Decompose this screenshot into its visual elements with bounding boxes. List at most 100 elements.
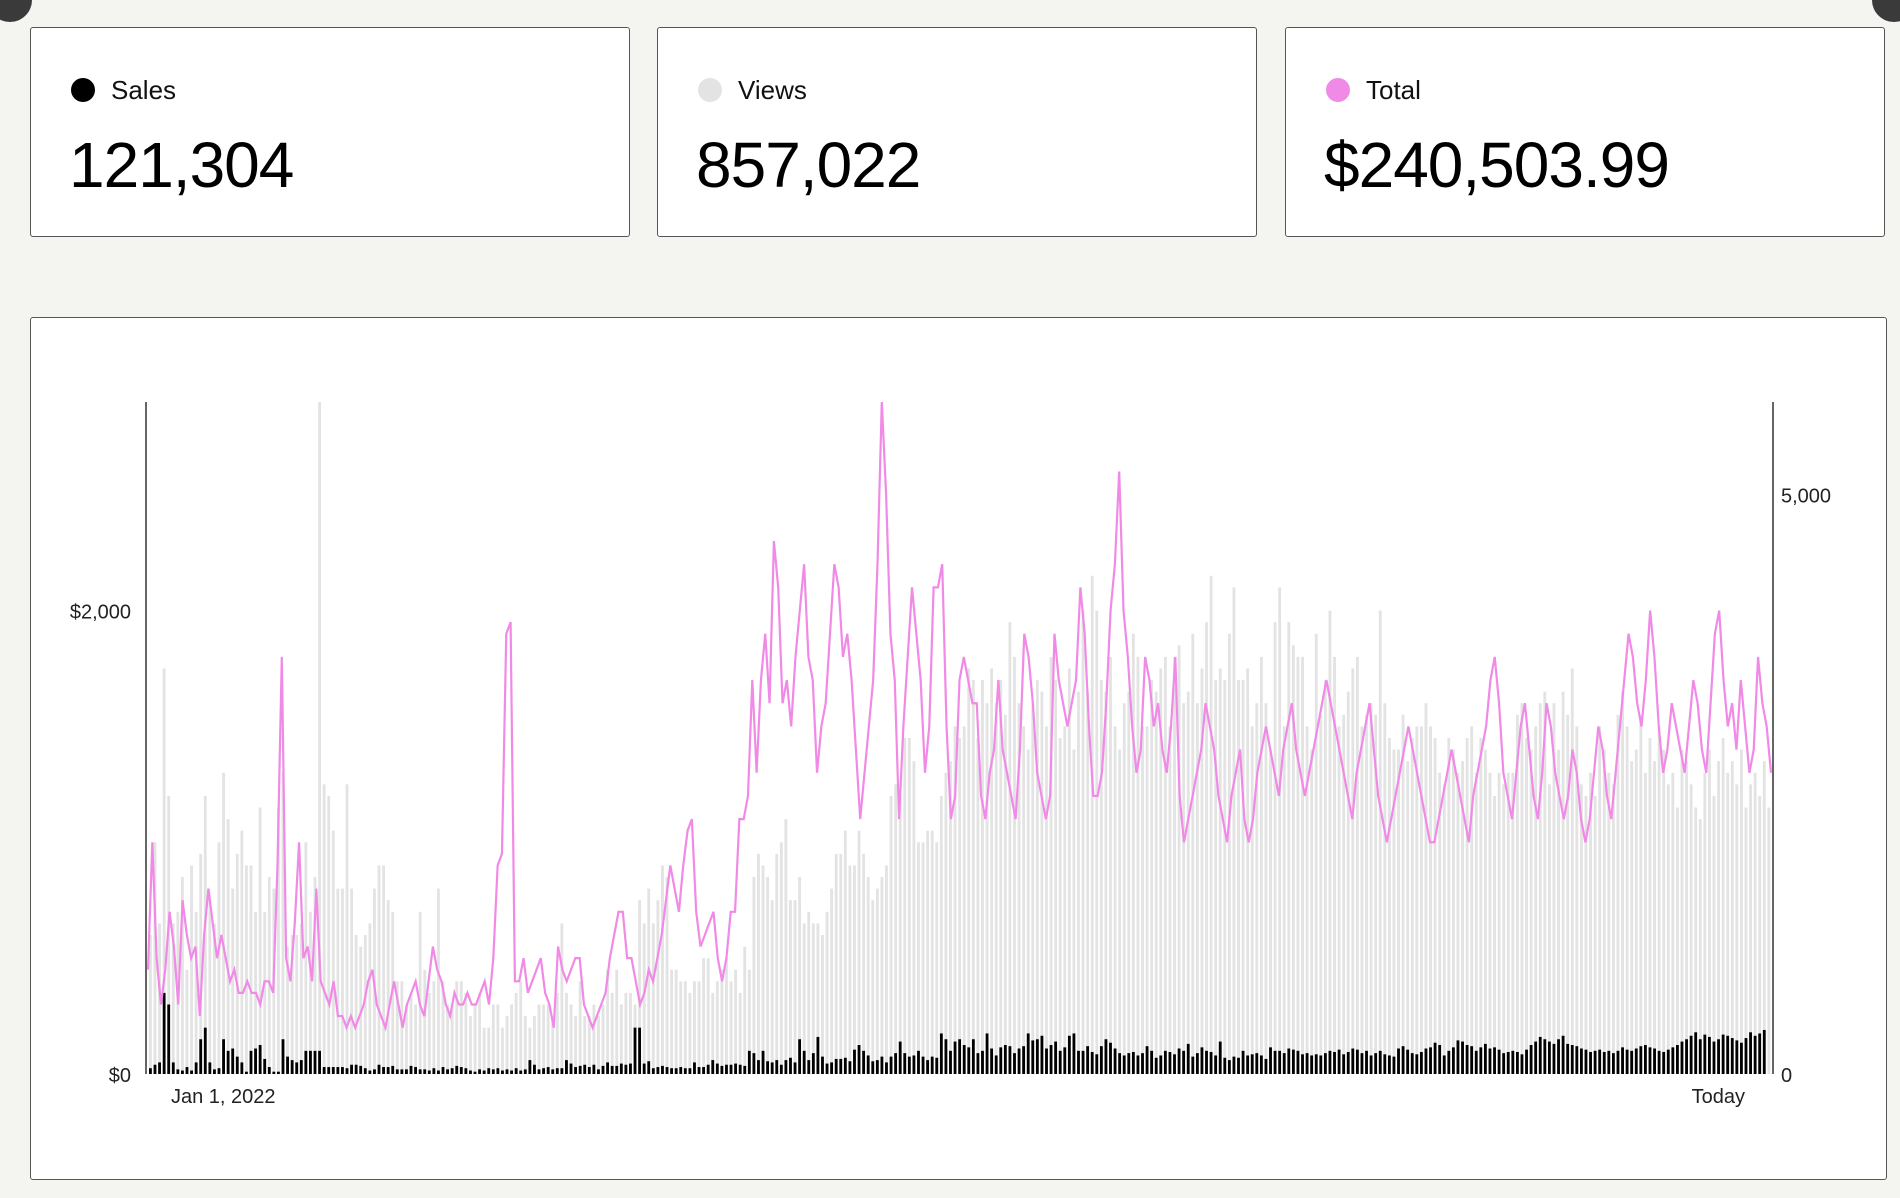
- sales-bar[interactable]: [1328, 1050, 1332, 1074]
- sales-bar[interactable]: [1712, 1041, 1716, 1074]
- sales-bar[interactable]: [1616, 1050, 1620, 1074]
- views-bar[interactable]: [1415, 726, 1419, 1074]
- views-bar[interactable]: [811, 923, 815, 1074]
- views-bar[interactable]: [1314, 633, 1318, 1074]
- views-bar[interactable]: [935, 842, 939, 1074]
- views-bar[interactable]: [606, 969, 610, 1074]
- sales-bar[interactable]: [1410, 1053, 1414, 1074]
- views-bar[interactable]: [1429, 726, 1432, 1074]
- sales-bar[interactable]: [176, 1069, 180, 1074]
- sales-bar[interactable]: [752, 1053, 756, 1074]
- sales-bar[interactable]: [1758, 1033, 1762, 1074]
- views-bar[interactable]: [1401, 714, 1405, 1074]
- views-bar[interactable]: [199, 853, 203, 1074]
- views-bar[interactable]: [1264, 703, 1268, 1074]
- views-bar[interactable]: [638, 900, 642, 1074]
- sales-bar[interactable]: [629, 1063, 632, 1074]
- sales-bar[interactable]: [1355, 1049, 1359, 1074]
- views-bar[interactable]: [1634, 749, 1638, 1074]
- views-bar[interactable]: [1653, 761, 1656, 1074]
- sales-bar[interactable]: [1744, 1038, 1748, 1074]
- sales-bar[interactable]: [1246, 1055, 1250, 1074]
- views-bar[interactable]: [1479, 738, 1483, 1074]
- sales-bar[interactable]: [1579, 1048, 1583, 1074]
- views-bar[interactable]: [1566, 714, 1570, 1074]
- sales-bar[interactable]: [1278, 1050, 1282, 1074]
- views-bar[interactable]: [702, 958, 706, 1074]
- views-bar[interactable]: [1675, 807, 1679, 1074]
- views-bar[interactable]: [1447, 738, 1451, 1074]
- sales-bar[interactable]: [1438, 1045, 1442, 1074]
- views-bar[interactable]: [1689, 784, 1693, 1074]
- views-bar[interactable]: [962, 726, 966, 1074]
- sales-bar[interactable]: [391, 1065, 395, 1074]
- sales-bar[interactable]: [331, 1067, 335, 1074]
- views-bar[interactable]: [1383, 703, 1387, 1074]
- sales-bar[interactable]: [1255, 1053, 1259, 1074]
- views-bar[interactable]: [1740, 749, 1743, 1074]
- views-bar[interactable]: [1525, 738, 1528, 1074]
- sales-bar[interactable]: [1493, 1047, 1496, 1074]
- views-bar[interactable]: [1305, 726, 1309, 1074]
- sales-bar[interactable]: [1109, 1042, 1112, 1074]
- views-bar[interactable]: [162, 668, 166, 1074]
- views-bar[interactable]: [318, 402, 321, 1074]
- views-bar[interactable]: [967, 668, 971, 1074]
- sales-bar[interactable]: [1177, 1048, 1181, 1074]
- views-bar[interactable]: [190, 865, 193, 1074]
- views-bar[interactable]: [610, 992, 614, 1074]
- views-bar[interactable]: [1598, 726, 1602, 1074]
- views-bar[interactable]: [1648, 738, 1652, 1074]
- sales-bar[interactable]: [569, 1063, 573, 1074]
- views-bar[interactable]: [944, 772, 948, 1074]
- sales-bar[interactable]: [542, 1068, 546, 1074]
- views-bar[interactable]: [1547, 784, 1551, 1074]
- views-bar[interactable]: [734, 969, 738, 1074]
- sales-bar[interactable]: [487, 1068, 491, 1074]
- views-bar[interactable]: [1749, 784, 1752, 1074]
- sales-bar[interactable]: [418, 1069, 422, 1074]
- sales-bar[interactable]: [802, 1050, 806, 1074]
- sales-bar[interactable]: [1561, 1035, 1565, 1074]
- sales-bar[interactable]: [1305, 1053, 1309, 1074]
- views-bar[interactable]: [1694, 807, 1698, 1074]
- views-bar[interactable]: [921, 842, 925, 1074]
- sales-bar[interactable]: [1035, 1039, 1039, 1074]
- sales-bar[interactable]: [1392, 1056, 1396, 1074]
- views-bar[interactable]: [299, 923, 303, 1074]
- views-bar[interactable]: [537, 1004, 541, 1074]
- sales-bar[interactable]: [1497, 1049, 1501, 1074]
- sales-bar[interactable]: [533, 1064, 536, 1074]
- sales-bar[interactable]: [546, 1067, 550, 1074]
- sales-bar[interactable]: [1703, 1034, 1707, 1074]
- sales-bar[interactable]: [903, 1053, 907, 1074]
- sales-bar[interactable]: [1209, 1051, 1213, 1074]
- sales-bar[interactable]: [1163, 1050, 1167, 1074]
- views-bar[interactable]: [917, 842, 920, 1074]
- sales-bar[interactable]: [720, 1065, 724, 1074]
- sales-bar[interactable]: [190, 1070, 193, 1074]
- sales-bar[interactable]: [1662, 1051, 1666, 1074]
- views-bar[interactable]: [446, 1004, 449, 1074]
- sales-bar[interactable]: [267, 1067, 271, 1074]
- sales-bar[interactable]: [327, 1067, 331, 1074]
- views-bar[interactable]: [1397, 749, 1400, 1074]
- views-bar[interactable]: [231, 888, 235, 1074]
- sales-bar[interactable]: [862, 1050, 866, 1074]
- sales-bar[interactable]: [1593, 1050, 1597, 1074]
- sales-bar[interactable]: [505, 1069, 509, 1074]
- sales-bar[interactable]: [1547, 1041, 1551, 1074]
- sales-bar[interactable]: [459, 1067, 463, 1074]
- sales-bar[interactable]: [345, 1068, 349, 1074]
- sales-bar[interactable]: [985, 1033, 989, 1074]
- views-bar[interactable]: [1630, 761, 1634, 1074]
- sales-bar[interactable]: [1575, 1046, 1579, 1074]
- views-bar[interactable]: [574, 1016, 578, 1074]
- views-bar[interactable]: [862, 853, 866, 1074]
- sales-bar[interactable]: [930, 1056, 934, 1074]
- views-bar[interactable]: [1534, 726, 1538, 1074]
- views-bar[interactable]: [203, 795, 207, 1074]
- sales-bar[interactable]: [953, 1041, 957, 1074]
- views-bar[interactable]: [437, 888, 440, 1074]
- views-bar[interactable]: [651, 923, 655, 1074]
